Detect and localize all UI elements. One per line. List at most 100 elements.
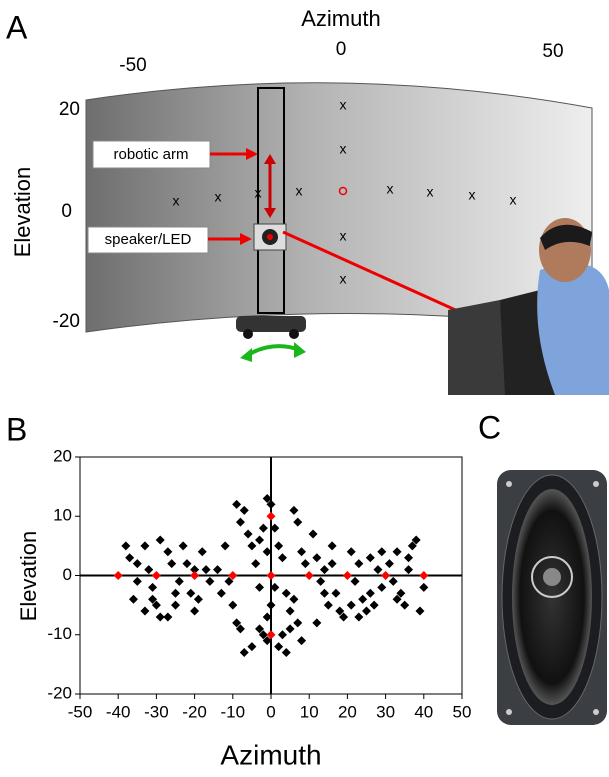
point	[419, 582, 429, 592]
point	[354, 559, 364, 569]
point	[155, 535, 165, 545]
laser-pointer	[282, 230, 461, 314]
svg-text:x: x	[296, 183, 303, 199]
tweeter	[543, 568, 561, 586]
point	[266, 571, 276, 580]
point	[171, 600, 180, 610]
point	[186, 588, 196, 598]
tick-label: -20	[53, 311, 80, 332]
wheel	[243, 329, 253, 339]
point	[316, 576, 326, 586]
x-axis-label: Azimuth	[220, 739, 321, 770]
tweeter-ring	[531, 556, 573, 598]
point	[262, 547, 272, 557]
x-tick-label: 50	[453, 702, 472, 721]
point	[354, 612, 364, 622]
point	[396, 588, 406, 598]
point	[388, 576, 398, 586]
point	[255, 535, 265, 545]
point	[281, 588, 291, 598]
svg-text:x: x	[215, 189, 222, 205]
point	[235, 517, 245, 527]
tick-label: 0	[61, 201, 72, 222]
point	[193, 594, 203, 604]
y-axis-label: Elevation	[16, 531, 41, 622]
point	[327, 541, 337, 551]
panel-c: C	[478, 409, 607, 725]
point	[151, 600, 161, 610]
point	[400, 600, 410, 610]
point	[144, 565, 154, 575]
point	[247, 541, 257, 551]
screw	[593, 709, 599, 715]
point	[346, 600, 356, 610]
point	[113, 571, 123, 580]
screw	[593, 481, 599, 487]
point	[289, 594, 299, 604]
callout: robotic arm	[113, 146, 188, 163]
point	[365, 588, 375, 598]
point	[228, 571, 238, 580]
point	[373, 565, 383, 575]
point	[163, 547, 173, 557]
point	[132, 559, 142, 569]
point	[247, 642, 257, 652]
point	[266, 600, 276, 610]
point	[304, 571, 314, 580]
point	[270, 523, 280, 533]
point	[358, 594, 368, 604]
point	[255, 582, 265, 592]
point	[365, 553, 375, 563]
point	[335, 606, 345, 616]
point	[258, 630, 268, 640]
point	[277, 630, 287, 640]
point	[407, 541, 417, 551]
point	[213, 565, 223, 575]
point	[171, 588, 180, 598]
y-tick-label: 10	[53, 506, 72, 525]
point	[331, 588, 341, 598]
cart	[236, 316, 306, 332]
center-led	[338, 186, 348, 196]
point	[121, 541, 131, 551]
point	[319, 588, 329, 598]
x-tick-label: -30	[144, 702, 169, 721]
svg-text:x: x	[173, 193, 180, 209]
point	[350, 576, 360, 586]
point	[404, 565, 414, 575]
point	[190, 571, 200, 580]
callout-box	[87, 226, 209, 254]
point	[205, 576, 215, 586]
led	[267, 234, 273, 240]
svg-text:x: x	[510, 192, 517, 208]
point	[190, 565, 200, 575]
point	[308, 529, 318, 539]
point	[419, 571, 429, 580]
point	[411, 535, 421, 545]
point	[312, 553, 322, 563]
point	[239, 505, 249, 515]
point	[216, 588, 226, 598]
point	[197, 547, 207, 557]
point	[274, 541, 284, 551]
point	[285, 624, 295, 634]
point	[270, 582, 280, 592]
point	[319, 565, 329, 575]
point	[239, 648, 249, 658]
point	[132, 576, 142, 586]
axis-label: Azimuth	[301, 6, 380, 31]
point	[274, 642, 284, 652]
callout: speaker/LED	[105, 231, 192, 248]
point	[163, 612, 173, 622]
point	[377, 582, 387, 592]
point	[140, 541, 150, 551]
subject	[448, 218, 609, 395]
panel-label: A	[6, 9, 28, 45]
point	[243, 529, 253, 539]
svg-text:x: x	[387, 181, 394, 197]
y-tick-label: 20	[53, 446, 72, 465]
x-tick-label: -10	[221, 702, 246, 721]
tick-label: 20	[59, 99, 80, 120]
axis-label: Elevation	[10, 167, 35, 258]
screw	[506, 481, 512, 487]
